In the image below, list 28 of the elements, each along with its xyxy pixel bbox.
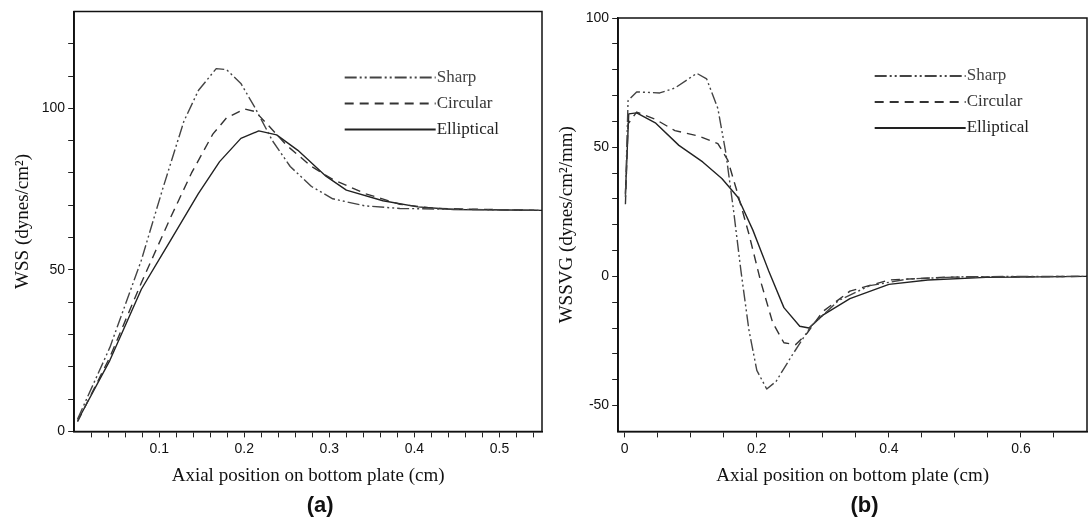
text: (a) bbox=[306, 492, 334, 518]
x-tick-label: 0.2 bbox=[747, 439, 767, 456]
y-axis-title: WSS (dynes/cm²) bbox=[11, 153, 34, 289]
x-tick-label: 0.6 bbox=[1011, 439, 1031, 456]
y-tick-label: 50 bbox=[49, 260, 66, 277]
y-axis-title: WSSVG (dynes/cm²/mm) bbox=[555, 126, 578, 324]
x-axis-title: Axial position on bottom plate (cm) bbox=[716, 463, 989, 486]
y-tick-label: -50 bbox=[588, 396, 610, 413]
text: Sharp bbox=[436, 66, 477, 86]
text: Circular bbox=[436, 92, 493, 112]
text: Elliptical bbox=[436, 118, 500, 138]
y-tick-label: 0 bbox=[57, 422, 66, 439]
text: Circular bbox=[966, 91, 1023, 111]
x-tick-label: 0.4 bbox=[404, 439, 425, 456]
x-tick-label: 0.1 bbox=[149, 439, 170, 456]
text: Sharp bbox=[966, 65, 1007, 85]
x-tick-label: 0.2 bbox=[234, 439, 255, 456]
y-tick-label: 50 bbox=[593, 138, 610, 155]
y-tick-label: 0 bbox=[601, 267, 610, 284]
x-tick-label: 0.3 bbox=[319, 439, 340, 456]
x-tick-label: 0.5 bbox=[489, 439, 510, 456]
x-axis-title: Axial position on bottom plate (cm) bbox=[171, 463, 445, 486]
y-tick-label: 100 bbox=[41, 99, 66, 116]
text: (b) bbox=[850, 492, 879, 518]
text: Elliptical bbox=[966, 117, 1030, 137]
x-tick-label: 0.4 bbox=[879, 439, 899, 456]
x-tick-label: 0 bbox=[620, 439, 629, 456]
y-tick-label: 100 bbox=[585, 8, 610, 25]
